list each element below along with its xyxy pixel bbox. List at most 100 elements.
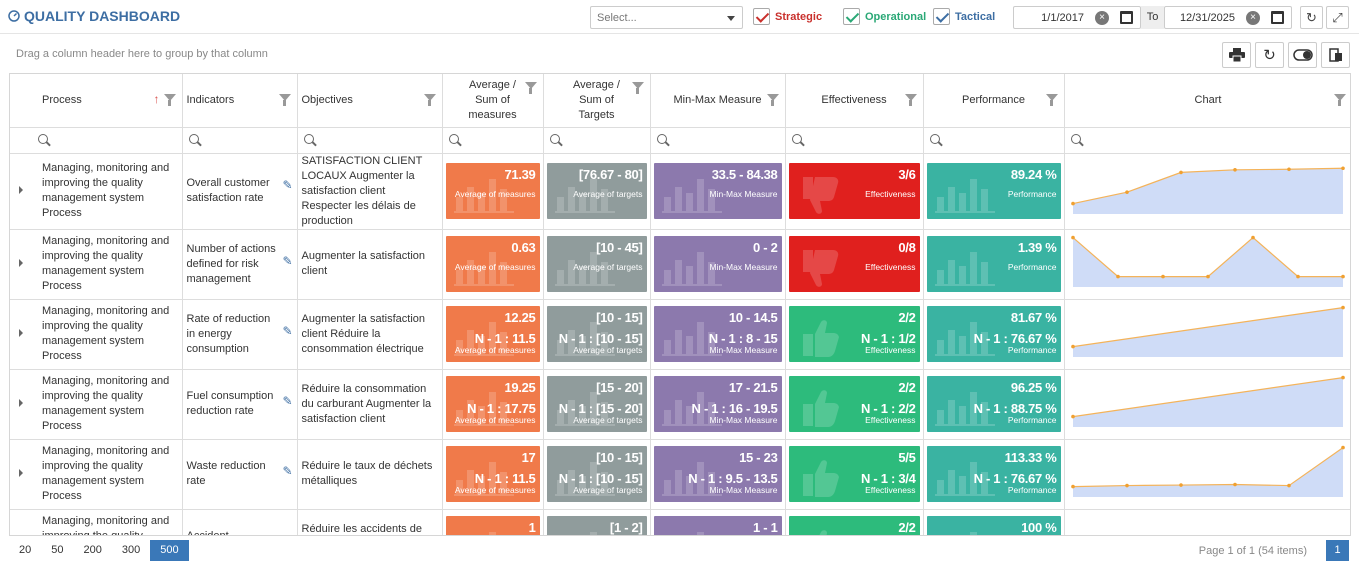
trend-sparkline[interactable] (1069, 372, 1347, 432)
clear-icon[interactable]: × (1246, 11, 1260, 25)
min-max-measure-tile[interactable]: 17 - 21.5 N - 1 : 16 - 19.5 Min-Max Meas… (653, 376, 782, 432)
header-indicators[interactable]: Indicators (182, 74, 298, 128)
sparkline-point[interactable] (1124, 483, 1129, 487)
performance-tile[interactable]: 100 % N - 1 : 50 % Performance (926, 516, 1061, 535)
filter-icon[interactable] (904, 94, 917, 106)
page-button-1[interactable]: 1 (1326, 540, 1349, 561)
filter-cell-process[interactable] (32, 127, 183, 154)
effectiveness-tile[interactable]: 2/2 N - 1 : 2/2 Effectiveness (788, 376, 920, 432)
table-row[interactable]: Managing, monitoring and improving the q… (10, 439, 1350, 510)
header-chart[interactable]: Chart (1064, 74, 1350, 128)
page-size-200[interactable]: 200 (83, 544, 102, 556)
min-max-measure-tile[interactable]: 33.5 - 84.38 Min-Max Measure (653, 163, 782, 219)
trend-sparkline[interactable] (1069, 512, 1347, 537)
header-minmax[interactable]: Min-Max Measure (650, 74, 786, 128)
performance-tile[interactable]: 1.39 % Performance (926, 236, 1061, 292)
sparkline-point[interactable] (1115, 274, 1120, 278)
filter-cell-objectives[interactable] (297, 127, 443, 154)
fullscreen-button[interactable]: ⤢ (1326, 6, 1349, 29)
sparkline-point[interactable] (1340, 445, 1345, 449)
header-process[interactable]: Process ↑ (32, 74, 183, 128)
expand-arrow-icon[interactable] (19, 468, 23, 477)
average-targets-tile[interactable]: [15 - 20] N - 1 : [15 - 20] Average of t… (546, 376, 647, 432)
date-from-input[interactable]: 1/1/2017 × (1013, 6, 1141, 29)
sort-ascending-icon[interactable]: ↑ (153, 92, 160, 106)
trend-sparkline[interactable] (1069, 159, 1347, 219)
table-row[interactable]: Managing, monitoring and improving the q… (10, 229, 1350, 300)
filter-cell-indicators[interactable] (182, 127, 298, 154)
filter-icon[interactable] (766, 94, 779, 106)
filter-cell-targets[interactable] (543, 127, 651, 154)
sparkline-point[interactable] (1124, 189, 1129, 194)
edit-pencil-icon[interactable]: ✎ (282, 323, 293, 338)
calendar-icon[interactable] (1120, 11, 1133, 24)
operational-checkbox[interactable]: Operational (843, 8, 926, 25)
average-measures-tile[interactable]: 12.25 N - 1 : 11.5 Average of measures (445, 306, 540, 362)
expand-arrow-icon[interactable] (19, 328, 23, 337)
group-panel-hint[interactable]: Drag a column header here to group by th… (16, 48, 268, 60)
filter-cell-avg[interactable] (442, 127, 544, 154)
expand-cell[interactable] (10, 153, 32, 230)
sparkline-point[interactable] (1070, 235, 1075, 239)
sparkline-point[interactable] (1286, 483, 1291, 487)
filter-icon[interactable] (524, 82, 537, 94)
expand-arrow-icon[interactable] (19, 258, 23, 267)
tactical-checkbox[interactable]: Tactical (933, 8, 995, 25)
sparkline-point[interactable] (1205, 274, 1210, 278)
edit-pencil-icon[interactable]: ✎ (282, 534, 292, 536)
edit-pencil-icon[interactable]: ✎ (282, 463, 293, 478)
toggle-button[interactable] (1288, 42, 1317, 68)
clear-icon[interactable]: × (1095, 11, 1109, 25)
sparkline-point[interactable] (1340, 375, 1345, 379)
effectiveness-tile[interactable]: 3/6 Effectiveness (788, 163, 920, 219)
filter-icon[interactable] (1045, 94, 1058, 106)
page-size-20[interactable]: 20 (19, 544, 32, 556)
expand-arrow-icon[interactable] (19, 185, 23, 194)
expand-cell[interactable] (10, 299, 32, 370)
sparkline-point[interactable] (1340, 274, 1345, 278)
page-size-50[interactable]: 50 (51, 544, 64, 556)
performance-tile[interactable]: 113.33 % N - 1 : 76.67 % Performance (926, 446, 1061, 502)
table-row[interactable]: Managing, monitoring and improving the q… (10, 369, 1350, 440)
sparkline-point[interactable] (1070, 344, 1075, 348)
expand-arrow-icon[interactable] (19, 398, 23, 407)
strategic-checkbox[interactable]: Strategic (753, 8, 822, 25)
print-button[interactable] (1222, 42, 1251, 68)
trend-sparkline[interactable] (1069, 232, 1347, 292)
edit-pencil-icon[interactable]: ✎ (282, 253, 293, 268)
filter-cell-chart[interactable] (1064, 127, 1350, 154)
performance-tile[interactable]: 81.67 % N - 1 : 76.67 % Performance (926, 306, 1061, 362)
sparkline-point[interactable] (1070, 201, 1075, 205)
filter-cell-performance[interactable] (923, 127, 1065, 154)
filter-cell-effectiveness[interactable] (785, 127, 924, 154)
effectiveness-tile[interactable]: 0/8 Effectiveness (788, 236, 920, 292)
page-size-300[interactable]: 300 (121, 544, 141, 556)
refresh-grid-button[interactable]: ↻ (1255, 42, 1284, 68)
expand-cell[interactable] (10, 439, 32, 510)
filter-icon[interactable] (163, 94, 176, 106)
header-avg[interactable]: Average / Sum of measures (442, 74, 544, 128)
average-targets-tile[interactable]: [10 - 45] Average of targets (546, 236, 647, 292)
edit-pencil-icon[interactable]: ✎ (282, 177, 293, 192)
edit-pencil-icon[interactable]: ✎ (282, 393, 293, 408)
sparkline-point[interactable] (1295, 274, 1300, 278)
calendar-icon[interactable] (1271, 11, 1284, 24)
sparkline-point[interactable] (1160, 274, 1165, 278)
filter-icon[interactable] (631, 82, 644, 94)
average-measures-tile[interactable]: 71.39 Average of measures (445, 163, 540, 219)
sparkline-point[interactable] (1070, 414, 1075, 418)
average-measures-tile[interactable]: 17 N - 1 : 11.5 Average of measures (445, 446, 540, 502)
sparkline-point[interactable] (1340, 165, 1345, 170)
performance-tile[interactable]: 89.24 % Performance (926, 163, 1061, 219)
expand-cell[interactable] (10, 369, 32, 440)
page-size-500[interactable]: 500 (150, 540, 189, 561)
min-max-measure-tile[interactable]: 15 - 23 N - 1 : 9.5 - 13.5 Min-Max Measu… (653, 446, 782, 502)
table-row[interactable]: Managing, monitoring and improving the q… (10, 299, 1350, 370)
effectiveness-tile[interactable]: 5/5 N - 1 : 3/4 Effectiveness (788, 446, 920, 502)
header-performance[interactable]: Performance (923, 74, 1065, 128)
sparkline-point[interactable] (1232, 482, 1237, 486)
filter-icon[interactable] (1333, 94, 1346, 106)
header-effectiveness[interactable]: Effectiveness (785, 74, 924, 128)
trend-sparkline[interactable] (1069, 442, 1347, 502)
table-row[interactable]: Managing, monitoring and improving the q… (10, 509, 1350, 537)
